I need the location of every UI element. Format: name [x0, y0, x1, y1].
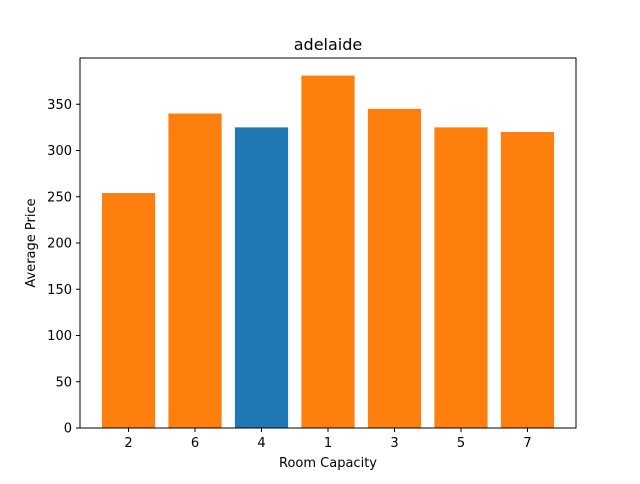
- x-tick-label: 5: [457, 436, 465, 451]
- x-tick-label: 6: [191, 436, 199, 451]
- y-axis-label: Average Price: [24, 198, 39, 287]
- y-tick-label: 250: [47, 190, 72, 205]
- chart-title: adelaide: [294, 35, 363, 54]
- y-tick-label: 300: [47, 144, 72, 159]
- y-axis-ticks: 0 50 100 150 200 250 300 350: [47, 98, 80, 437]
- x-tick-label: 1: [324, 436, 332, 451]
- x-tick-label: 2: [124, 436, 132, 451]
- bar-capacity-5: [434, 127, 488, 428]
- x-tick-label: 7: [523, 436, 531, 451]
- plot-frame: [79, 57, 577, 429]
- y-tick-label: 50: [55, 375, 72, 390]
- x-tick-label: 4: [257, 436, 265, 451]
- bar-capacity-3: [367, 108, 422, 428]
- bars-group: [101, 75, 555, 428]
- y-tick-label: 200: [47, 237, 72, 252]
- bar-capacity-4: [234, 127, 289, 428]
- x-tick-label: 3: [390, 436, 398, 451]
- x-axis-label: Room Capacity: [279, 456, 377, 471]
- bar-capacity-7: [500, 132, 555, 428]
- x-axis-ticks: 2 6 4 1 3 5 7: [124, 428, 532, 451]
- y-tick-label: 100: [47, 329, 72, 344]
- y-tick-label: 150: [47, 283, 72, 298]
- bar-capacity-6: [168, 113, 222, 428]
- bar-capacity-2: [101, 193, 156, 428]
- y-tick-label: 0: [64, 422, 72, 437]
- y-tick-label: 350: [47, 98, 72, 113]
- bar-capacity-1: [301, 75, 355, 428]
